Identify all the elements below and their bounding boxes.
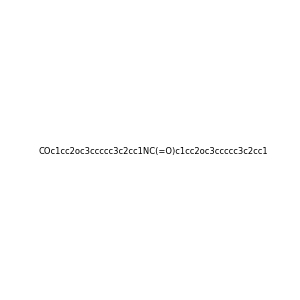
Text: COc1cc2oc3ccccc3c2cc1NC(=O)c1cc2oc3ccccc3c2cc1: COc1cc2oc3ccccc3c2cc1NC(=O)c1cc2oc3ccccc… [39, 147, 268, 156]
